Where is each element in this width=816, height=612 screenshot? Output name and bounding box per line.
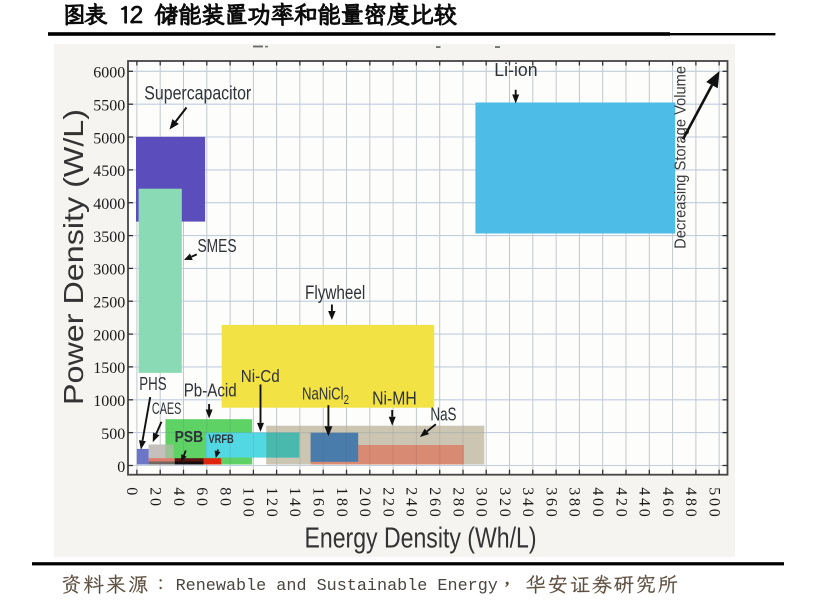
svg-text:200: 200 xyxy=(356,487,373,519)
svg-text:80: 80 xyxy=(216,487,233,509)
svg-text:NaS: NaS xyxy=(430,404,456,424)
svg-text:2500: 2500 xyxy=(93,295,125,312)
svg-text:1000: 1000 xyxy=(93,393,125,410)
svg-text:5500: 5500 xyxy=(93,98,125,115)
svg-text:20: 20 xyxy=(147,487,164,509)
svg-text:260: 260 xyxy=(426,487,443,519)
svg-text:440: 440 xyxy=(636,487,653,519)
svg-text:Supercapacitor: Supercapacitor xyxy=(144,84,251,105)
svg-text:PHS: PHS xyxy=(139,374,166,394)
svg-text:220: 220 xyxy=(379,487,396,519)
svg-text:Power Density (W/L): Power Density (W/L) xyxy=(58,109,89,405)
svg-text:460: 460 xyxy=(659,487,676,519)
svg-text:100: 100 xyxy=(240,487,257,519)
svg-text:500: 500 xyxy=(705,487,722,519)
svg-text:280: 280 xyxy=(449,487,466,519)
svg-text:380: 380 xyxy=(566,487,583,519)
svg-text:Li-ion: Li-ion xyxy=(494,60,537,80)
svg-text:3000: 3000 xyxy=(93,262,125,279)
svg-text:Ni-Cd: Ni-Cd xyxy=(241,366,280,386)
svg-text:480: 480 xyxy=(682,487,699,519)
svg-text:6000: 6000 xyxy=(93,65,125,82)
svg-text:120: 120 xyxy=(263,487,280,519)
svg-text:240: 240 xyxy=(403,487,420,519)
svg-text:3500: 3500 xyxy=(93,229,125,246)
svg-text:NaNiCl2: NaNiCl2 xyxy=(302,384,349,408)
svg-text:320: 320 xyxy=(496,487,513,519)
svg-text:140: 140 xyxy=(286,487,303,519)
svg-text:4500: 4500 xyxy=(93,163,125,180)
svg-text:300: 300 xyxy=(473,487,490,519)
svg-text:420: 420 xyxy=(612,487,629,519)
svg-text:500: 500 xyxy=(101,426,125,443)
svg-text:VRFB: VRFB xyxy=(208,432,234,446)
svg-text:2000: 2000 xyxy=(93,327,125,344)
svg-text:0: 0 xyxy=(117,459,125,476)
svg-text:Flywheel: Flywheel xyxy=(305,283,365,304)
svg-text:Decreasing Storage Volume: Decreasing Storage Volume xyxy=(673,66,690,249)
svg-text:Pb-Acid: Pb-Acid xyxy=(184,381,237,401)
svg-text:400: 400 xyxy=(589,487,606,519)
svg-text:340: 340 xyxy=(519,487,536,519)
svg-text:5000: 5000 xyxy=(93,130,125,147)
svg-text:Energy Density (Wh/L): Energy Density (Wh/L) xyxy=(305,523,537,555)
svg-text:40: 40 xyxy=(170,487,187,509)
svg-text:360: 360 xyxy=(542,487,559,519)
svg-text:Ni-MH: Ni-MH xyxy=(372,388,417,408)
svg-text:SMES: SMES xyxy=(198,236,237,256)
svg-text:Renewable and Sustainable Ener: Renewable and Sustainable Energy xyxy=(176,577,498,596)
svg-text:60: 60 xyxy=(193,487,210,509)
svg-text:4000: 4000 xyxy=(93,196,125,213)
svg-text:160: 160 xyxy=(310,487,327,519)
svg-text:180: 180 xyxy=(333,487,350,519)
svg-text:PSB: PSB xyxy=(175,429,204,446)
svg-text:0: 0 xyxy=(123,487,140,498)
svg-text:CAES: CAES xyxy=(152,399,181,418)
svg-text:1500: 1500 xyxy=(93,360,125,377)
